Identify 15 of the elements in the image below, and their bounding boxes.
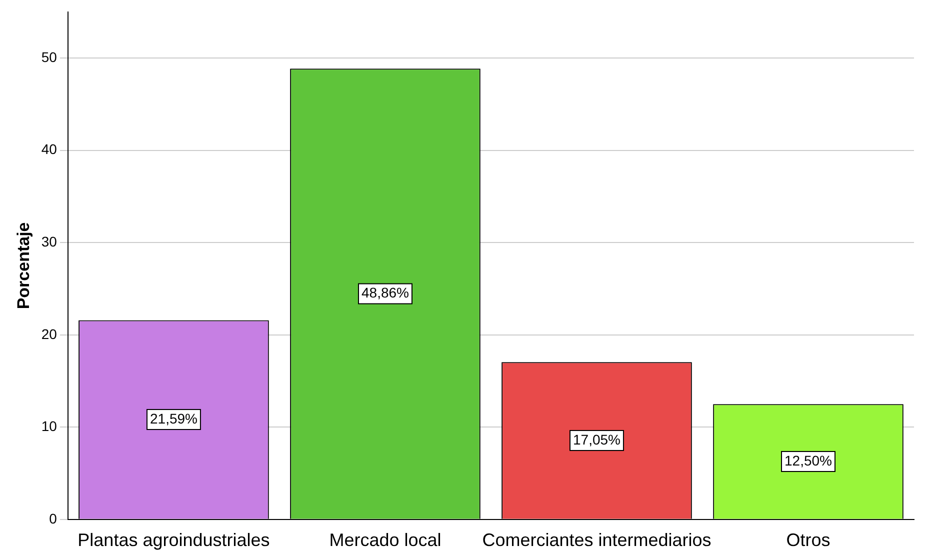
x-tick-label: Plantas agroindustriales bbox=[78, 530, 270, 550]
y-tick-label: 0 bbox=[49, 510, 58, 526]
y-tick-label: 50 bbox=[41, 48, 58, 65]
y-tick-label: 10 bbox=[41, 418, 58, 434]
y-tick-label: 20 bbox=[41, 326, 58, 342]
x-tick-label: Comerciantes intermediarios bbox=[482, 530, 712, 550]
y-axis-title: Porcentaje bbox=[14, 222, 33, 310]
data-label: 12,50% bbox=[784, 452, 832, 468]
x-tick-label: Mercado local bbox=[329, 530, 442, 550]
y-tick-label: 40 bbox=[41, 141, 58, 158]
data-label: 48,86% bbox=[361, 284, 409, 301]
y-tick-label: 30 bbox=[41, 233, 58, 250]
data-label: 21,59% bbox=[150, 410, 198, 426]
x-tick-label: Otros bbox=[786, 530, 830, 550]
data-label: 17,05% bbox=[572, 431, 620, 448]
